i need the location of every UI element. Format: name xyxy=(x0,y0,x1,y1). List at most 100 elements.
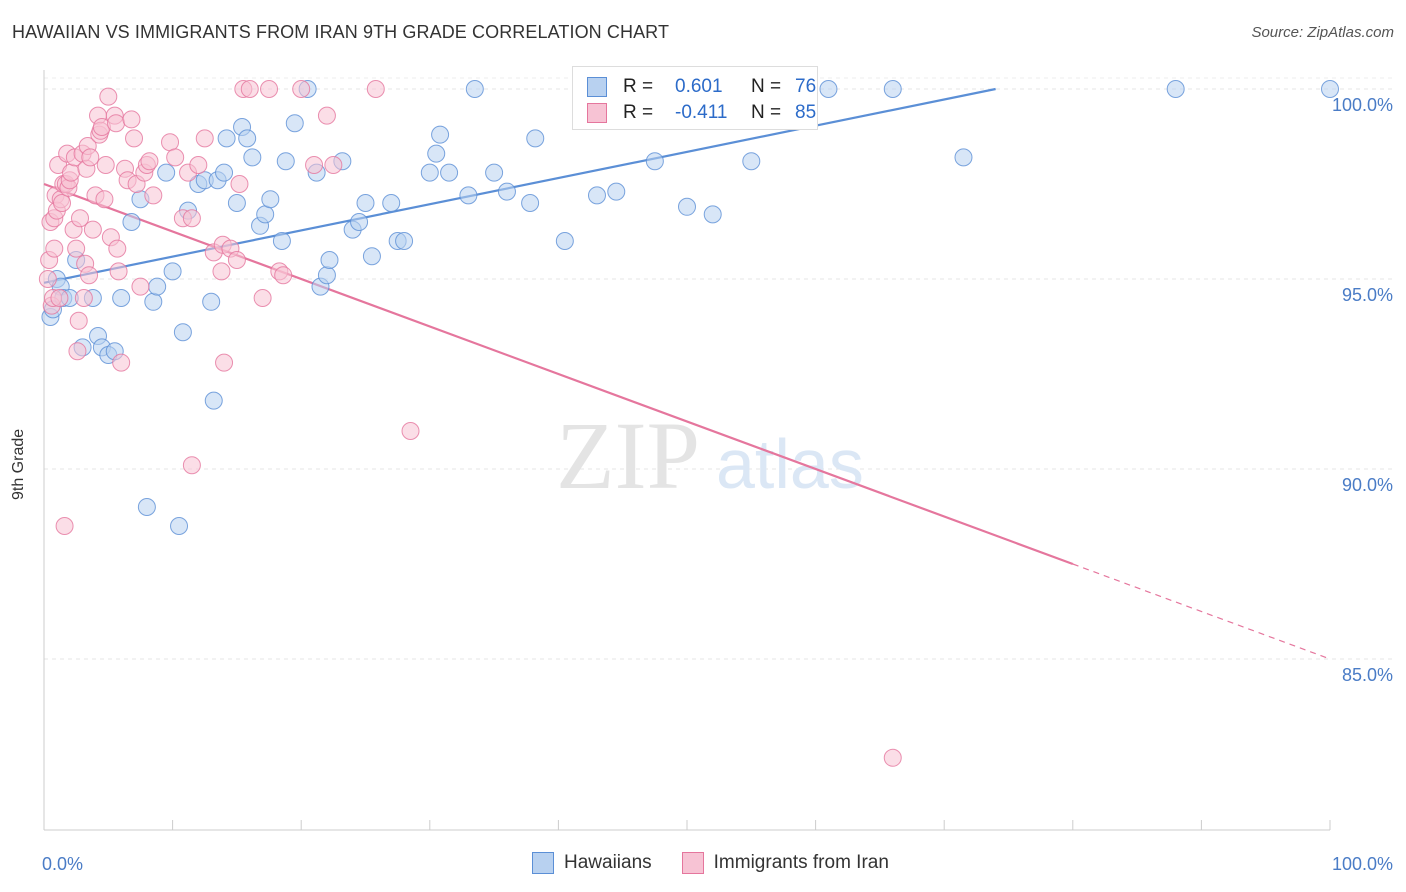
data-point xyxy=(74,289,93,307)
data-point xyxy=(420,163,439,182)
data-point xyxy=(261,190,280,209)
watermark-zip: ZIP xyxy=(556,402,700,509)
data-point xyxy=(202,292,221,311)
data-point xyxy=(431,125,450,144)
data-point xyxy=(53,194,72,212)
data-point xyxy=(1166,80,1185,98)
data-point xyxy=(742,152,761,171)
n-value-iran: 85 xyxy=(795,102,817,123)
r-value-iran: -0.411 xyxy=(675,102,728,123)
r-label: R = xyxy=(623,76,654,97)
data-point xyxy=(99,87,118,106)
data-point xyxy=(954,148,973,167)
legend-swatch-hawaiians xyxy=(587,77,607,97)
x-tick-label: 100.0% xyxy=(1332,854,1393,874)
data-point xyxy=(240,80,259,98)
data-point xyxy=(440,163,459,182)
data-point xyxy=(157,163,176,182)
data-point xyxy=(587,186,606,205)
data-point xyxy=(55,517,74,535)
data-point xyxy=(96,156,115,174)
y-tick-label: 95.0% xyxy=(1342,285,1393,305)
points xyxy=(38,80,1339,767)
y-tick-label: 85.0% xyxy=(1342,665,1393,685)
chart-title: HAWAIIAN VS IMMIGRANTS FROM IRAN 9TH GRA… xyxy=(12,22,670,42)
legend-row-iran: R = -0.411 N = 85 xyxy=(587,101,816,125)
data-point xyxy=(305,156,324,174)
stats-legend: R = 0.601 N = 76 R = -0.411 N = 85 xyxy=(572,66,818,130)
data-point xyxy=(485,163,504,182)
data-point xyxy=(122,110,141,129)
data-point xyxy=(112,289,131,307)
source-label: Source: ZipAtlas.com xyxy=(1251,24,1394,41)
data-point xyxy=(195,129,214,148)
data-point xyxy=(204,391,223,410)
r-value-hawaiians: 0.601 xyxy=(675,76,723,97)
legend-row-hawaiians: R = 0.601 N = 76 xyxy=(587,75,816,99)
data-point xyxy=(50,289,69,307)
trend-line-dashed-iran xyxy=(1072,563,1331,660)
data-point xyxy=(227,194,246,212)
data-point xyxy=(67,239,86,258)
data-point xyxy=(131,277,150,296)
data-point xyxy=(137,498,156,516)
data-point xyxy=(324,156,343,174)
legend-item-hawaiians[interactable]: Hawaiians xyxy=(532,852,652,874)
data-point xyxy=(80,266,99,285)
y-tick-label: 100.0% xyxy=(1332,95,1393,115)
data-point xyxy=(166,148,185,167)
data-point xyxy=(38,270,57,288)
data-point xyxy=(163,262,182,281)
data-point xyxy=(465,80,484,98)
legend-swatch-hawaiians xyxy=(532,852,554,874)
legend-label-hawaiians: Hawaiians xyxy=(564,852,652,873)
data-point xyxy=(555,232,574,250)
data-point xyxy=(819,80,838,98)
data-point xyxy=(285,114,304,133)
data-point xyxy=(521,194,540,212)
data-point xyxy=(272,232,291,250)
data-point xyxy=(112,353,131,372)
data-point xyxy=(227,251,246,269)
data-point xyxy=(71,209,90,228)
y-tick-label: 90.0% xyxy=(1342,475,1393,495)
data-point xyxy=(170,517,189,535)
y-axis-label: 9th Grade xyxy=(10,428,27,500)
data-point xyxy=(122,213,141,231)
data-point xyxy=(182,209,201,228)
data-point xyxy=(68,342,87,361)
data-point xyxy=(144,292,163,311)
data-point xyxy=(607,182,626,201)
legend-item-iran[interactable]: Immigrants from Iran xyxy=(681,852,889,874)
data-point xyxy=(366,80,385,98)
axes xyxy=(43,70,1331,831)
data-point xyxy=(317,266,336,285)
data-point xyxy=(260,80,279,98)
data-point xyxy=(401,422,420,440)
data-point xyxy=(256,205,275,224)
data-point xyxy=(459,186,478,205)
data-point xyxy=(140,152,159,171)
data-point xyxy=(144,186,163,205)
x-tick-label: 0.0% xyxy=(42,854,83,874)
data-point xyxy=(883,748,902,767)
data-point xyxy=(69,311,88,330)
data-point xyxy=(95,190,114,209)
data-point xyxy=(125,129,144,148)
data-point xyxy=(161,133,180,152)
data-point xyxy=(148,277,167,296)
series-hawaiians xyxy=(41,80,1339,535)
watermark-atlas: atlas xyxy=(716,425,864,503)
trend-lines xyxy=(43,87,1331,660)
data-point xyxy=(189,156,208,174)
data-point xyxy=(317,106,336,125)
series-iran xyxy=(38,80,902,767)
n-label: N = xyxy=(751,102,782,123)
data-point xyxy=(274,266,293,285)
data-point xyxy=(83,220,102,239)
data-point xyxy=(215,163,234,182)
tick-labels: 85.0% 90.0% 95.0% 100.0% 0.0% 100.0% xyxy=(42,95,1393,874)
data-point xyxy=(182,456,201,475)
legend-label-iran: Immigrants from Iran xyxy=(713,852,889,873)
data-point xyxy=(427,144,446,163)
